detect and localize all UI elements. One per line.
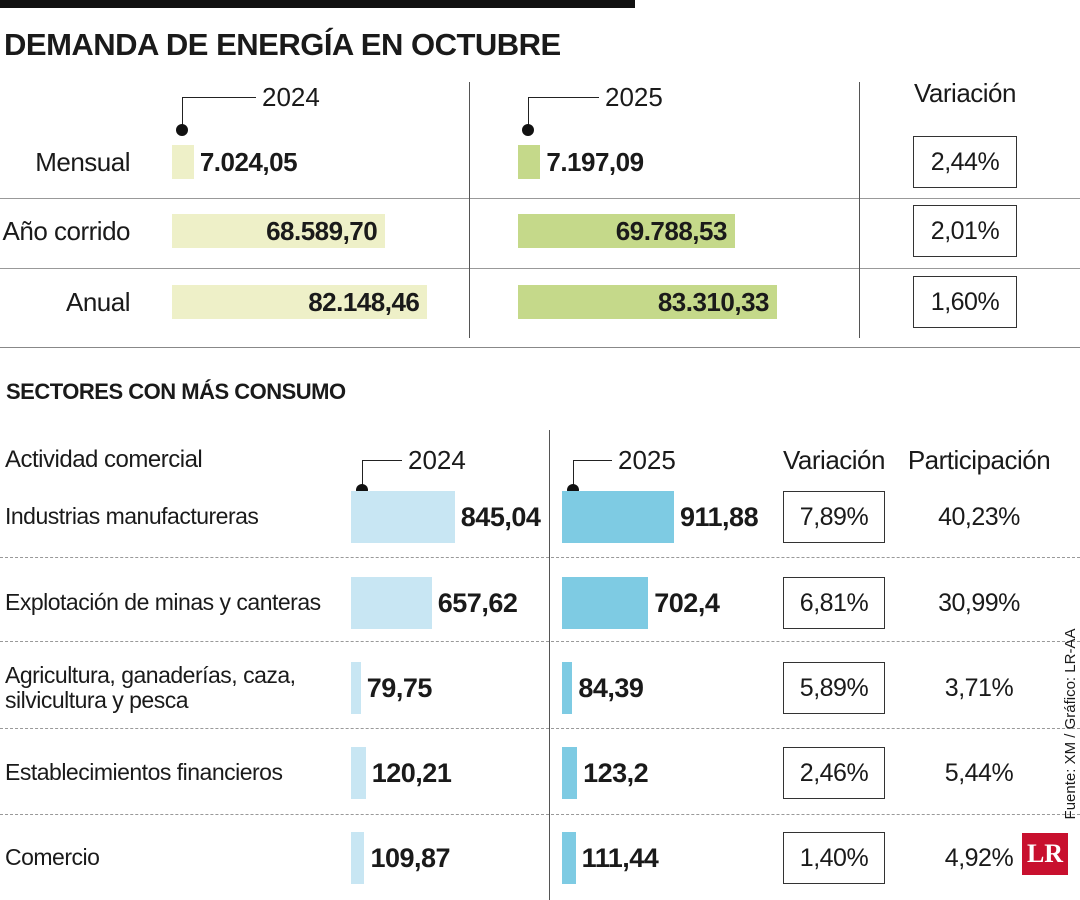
bar — [518, 145, 541, 179]
value-label: 911,88 — [680, 501, 759, 532]
variation-cell: 2,44% — [913, 136, 1017, 188]
legend-label: 2024 — [262, 81, 320, 112]
share-cell: 30,99% — [938, 588, 1020, 617]
divider — [0, 268, 1080, 269]
bar — [562, 577, 649, 629]
bar — [172, 214, 386, 248]
value-label: 83.310,33 — [657, 286, 770, 317]
category-label: Agricultura, ganaderías, caza, silvicult… — [5, 661, 296, 713]
value-label: 79,75 — [366, 672, 433, 703]
value-label: 123,2 — [583, 757, 649, 788]
variation-cell: 6,81% — [783, 577, 885, 629]
dashed-divider — [0, 641, 1080, 642]
legend-label: 2024 — [408, 444, 466, 475]
category-label: Establecimientos financieros — [5, 759, 283, 786]
bar — [351, 747, 366, 799]
bar — [518, 214, 735, 248]
logo: LR — [1022, 833, 1068, 875]
share-cell: 5,44% — [944, 758, 1014, 787]
divider — [0, 347, 1080, 348]
divider — [549, 430, 550, 900]
value-label: 82.148,46 — [308, 286, 420, 317]
bar — [562, 491, 674, 543]
column-header: Variación — [783, 444, 885, 475]
dashed-divider — [0, 814, 1080, 815]
legend-connector — [182, 97, 256, 130]
legend-label: 2025 — [618, 444, 676, 475]
divider — [0, 198, 1080, 199]
bar — [562, 747, 578, 799]
legend-connector — [528, 97, 599, 130]
column-header: Variación — [914, 77, 1016, 108]
dashed-divider — [0, 557, 1080, 558]
value-label: 657,62 — [437, 587, 518, 618]
value-label: 111,44 — [581, 842, 659, 873]
variation-cell: 1,60% — [913, 276, 1017, 328]
value-label: 68.589,70 — [266, 215, 378, 246]
bar — [351, 832, 365, 884]
bar — [562, 832, 576, 884]
variation-cell: 5,89% — [783, 662, 885, 714]
bar — [172, 145, 194, 179]
category-label: Industrias manufactureras — [5, 503, 259, 530]
legend-dot — [176, 124, 188, 136]
variation-cell: 1,40% — [783, 832, 885, 884]
divider — [469, 82, 470, 338]
bar — [562, 662, 573, 714]
dashed-divider — [0, 728, 1080, 729]
bar — [518, 285, 777, 319]
value-label: 7.024,05 — [199, 146, 298, 177]
variation-cell: 7,89% — [783, 491, 885, 543]
value-label: 120,21 — [371, 757, 452, 788]
category-label: Comercio — [5, 844, 100, 871]
value-label: 69.788,53 — [615, 215, 728, 246]
category-label: Explotación de minas y canteras — [5, 589, 321, 616]
legend-connector — [573, 460, 612, 490]
top-rule — [0, 0, 635, 8]
variation-cell: 2,01% — [913, 205, 1017, 257]
column-header: Participación — [907, 444, 1051, 475]
bar — [172, 285, 428, 319]
category-label: Mensual — [35, 146, 130, 177]
legend-label: 2025 — [605, 81, 663, 112]
bar — [351, 577, 432, 629]
bar — [351, 491, 455, 543]
section-title: SECTORES CON MÁS CONSUMO — [6, 379, 346, 404]
value-label: 109,87 — [370, 842, 451, 873]
category-label: Anual — [66, 286, 131, 317]
value-label: 84,39 — [578, 672, 644, 703]
share-cell: 4,92% — [944, 843, 1014, 872]
value-label: 7.197,09 — [546, 146, 644, 177]
category-header: Actividad comercial — [5, 446, 203, 473]
legend-dot — [522, 124, 534, 136]
category-label: Año corrido — [2, 215, 131, 246]
chart-title: DEMANDA DE ENERGÍA EN OCTUBRE — [4, 27, 561, 62]
legend-connector — [362, 460, 402, 490]
share-cell: 40,23% — [938, 502, 1020, 531]
share-cell: 3,71% — [944, 673, 1014, 702]
divider — [859, 82, 860, 338]
value-label: 702,4 — [654, 587, 720, 618]
variation-cell: 2,46% — [783, 747, 885, 799]
bar — [351, 662, 361, 714]
value-label: 845,04 — [460, 501, 541, 532]
source: Fuente: XM / Gráfico: LR-AA — [1061, 628, 1079, 820]
